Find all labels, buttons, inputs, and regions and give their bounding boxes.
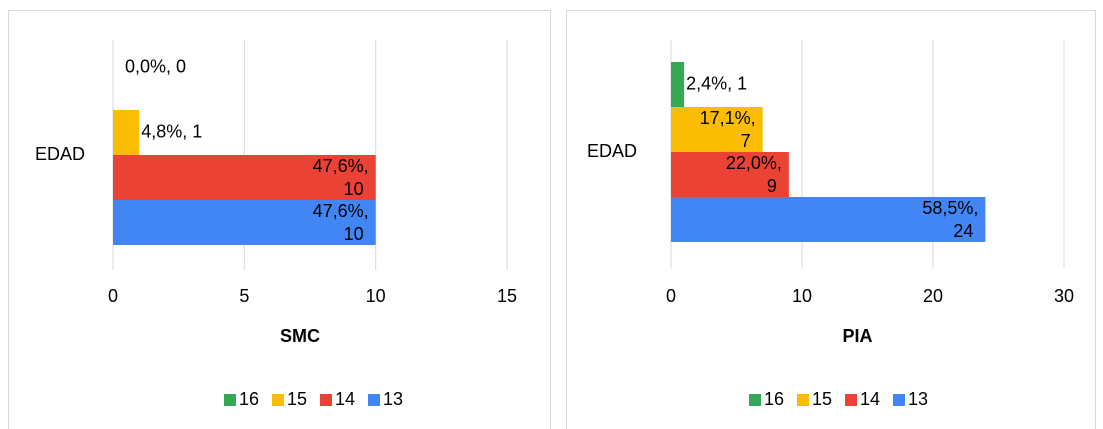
data-label: 58,5%, 24	[922, 198, 983, 241]
legend-label: 15	[812, 389, 832, 409]
legend-swatch	[320, 394, 332, 406]
x-tick-label: 15	[497, 286, 517, 306]
x-tick-label: 0	[666, 286, 676, 306]
bar	[671, 152, 789, 197]
legend-swatch	[797, 394, 809, 406]
legend-swatch	[272, 394, 284, 406]
x-tick-label: 5	[239, 286, 249, 306]
bar	[671, 107, 763, 152]
bar	[671, 62, 685, 107]
legend-label: 13	[383, 389, 403, 409]
legend-label: 15	[287, 389, 307, 409]
x-axis-title: PIA	[842, 326, 872, 346]
x-tick-label: 10	[366, 286, 386, 306]
data-label: 4,8%, 1	[141, 121, 202, 141]
legend-swatch	[893, 394, 905, 406]
x-axis-title: SMC	[280, 326, 320, 346]
x-tick-label: 20	[923, 286, 943, 306]
bar	[671, 197, 986, 242]
bar	[113, 155, 376, 200]
legend-swatch	[845, 394, 857, 406]
x-tick-label: 10	[792, 286, 812, 306]
category-label: EDAD	[587, 141, 637, 161]
legend-label: 16	[239, 389, 259, 409]
data-label: 47,6%, 10	[313, 201, 374, 244]
legend-label: 14	[335, 389, 355, 409]
category-label: EDAD	[35, 144, 85, 164]
data-label: 2,4%, 1	[686, 73, 747, 93]
legend-swatch	[224, 394, 236, 406]
legend-swatch	[749, 394, 761, 406]
legend-swatch	[368, 394, 380, 406]
data-label: 47,6%, 10	[313, 156, 374, 199]
legend-label: 16	[764, 389, 784, 409]
bar	[113, 200, 376, 245]
legend-label: 14	[860, 389, 880, 409]
data-label: 17,1%, 7	[700, 108, 761, 151]
x-tick-label: 30	[1054, 286, 1074, 306]
bar	[113, 110, 140, 155]
x-tick-label: 0	[108, 286, 118, 306]
legend-label: 13	[908, 389, 928, 409]
data-label: 22,0%, 9	[726, 153, 787, 196]
data-label: 0,0%, 0	[125, 56, 186, 76]
